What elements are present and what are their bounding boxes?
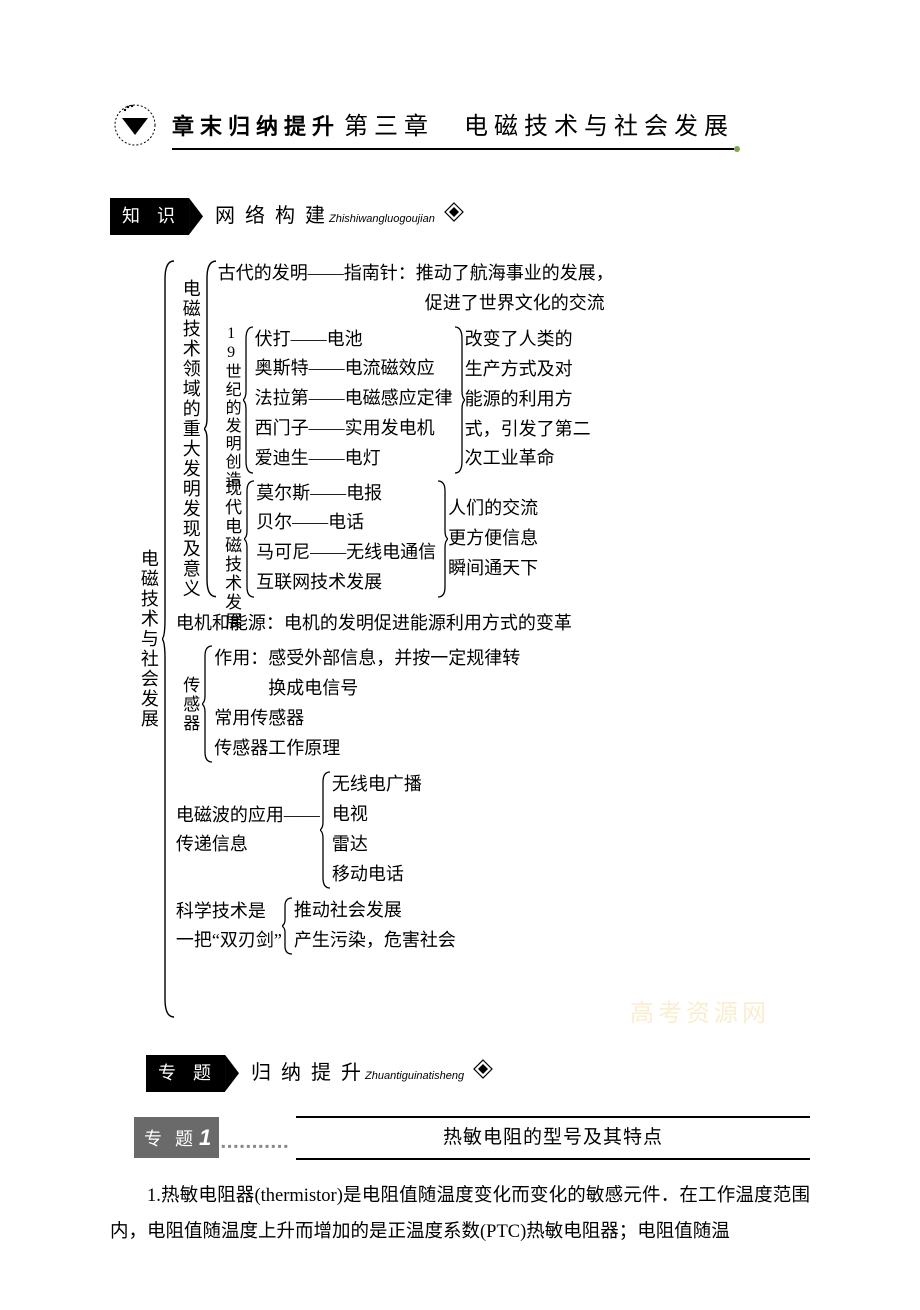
de-head2: 一把“双刃剑” — [176, 926, 282, 956]
c19-right: 生产方式及对 — [465, 355, 591, 385]
modern-list: 莫尔斯——电报 贝尔——电话 马可尼——无线电通信 互联网技术发展 — [256, 479, 436, 599]
badge-pinyin-topic: Zhuantiguinatisheng — [365, 1070, 464, 1082]
emw-head: 电磁波的应用—— — [176, 801, 320, 831]
diamond-icon — [443, 201, 465, 232]
badge-pinyin: Zhishiwangluogoujian — [329, 213, 435, 225]
modern-effect: 人们的交流 更方便信息 瞬间通天下 — [448, 479, 538, 599]
n1-label: 电磁技术领域的重大发明发现及意义 — [176, 279, 204, 579]
c19-right: 改变了人类的 — [465, 325, 591, 355]
p1: 1.热敏电阻器(thermistor)是电阻值随温度变化而变化的敏感元件．在工作… — [110, 1178, 810, 1250]
badge-text-main: 网络构建 — [215, 205, 335, 227]
summary-arrow-icon — [110, 100, 160, 150]
ancient-line: 古代的发明——指南针：推动了航海事业的发展， — [218, 259, 614, 289]
modern-item: 马可尼——无线电通信 — [256, 538, 436, 568]
c19-label: 19世纪的发明创造 — [218, 325, 243, 475]
modern-label: 现代电磁技术发展 — [218, 479, 244, 599]
de-item: 产生污染，危害社会 — [294, 926, 456, 956]
c19-item: 法拉第——电磁感应定律 — [255, 384, 453, 414]
c19-item: 西门子——实用发电机 — [255, 414, 453, 444]
modern-item: 贝尔——电话 — [256, 508, 436, 538]
badge-text-topic-main: 归纳提升 — [251, 1062, 371, 1084]
c19-item: 伏打——电池 — [255, 325, 453, 355]
emw-head2: 传递信息 — [176, 830, 320, 860]
de-head1: 科学技术是 — [176, 897, 282, 927]
modern-item: 莫尔斯——电报 — [256, 479, 436, 509]
sensor-a2: 常用传感器 — [214, 704, 520, 734]
knowledge-section-badge: 知 识 网络构建Zhishiwangluogoujian — [110, 198, 810, 235]
motor-energy: 电机和能源：电机的发明促进能源利用方式的变革 — [176, 609, 614, 639]
modern-right: 瞬间通天下 — [448, 554, 538, 584]
sensor-a1b: 换成电信号 — [214, 674, 520, 704]
topic-1-bar: 专 题 1 ▪▪▪▪▪▪▪▪▪▪▪ 热敏电阻的型号及其特点 — [134, 1116, 810, 1160]
sensor-a3: 传感器工作原理 — [214, 734, 520, 764]
sensor-a1: 作用：感受外部信息，并按一定规律转 — [214, 644, 520, 674]
modern-right: 更方便信息 — [448, 524, 538, 554]
topic-section-badge: 专 题 归纳提升Zhuantiguinatisheng — [146, 1055, 810, 1092]
body-paragraph: 1.热敏电阻器(thermistor)是电阻值随温度变化而变化的敏感元件．在工作… — [110, 1178, 810, 1250]
c19-right: 式，引发了第二 — [465, 415, 591, 445]
topic-1-box: 专 题 1 — [134, 1117, 219, 1158]
modern-right: 人们的交流 — [448, 494, 538, 524]
badge-text-topic: 归纳提升Zhuantiguinatisheng — [251, 1057, 464, 1089]
de-item: 推动社会发展 — [294, 896, 456, 926]
c19-right: 能源的利用方 — [465, 385, 591, 415]
tree-root: 电磁技术与社会发展 — [134, 549, 162, 729]
knowledge-tree: 电磁技术与社会发展 电磁技术领域的重大发明发现及意义 古代的发明——指南针：推动… — [134, 259, 810, 1019]
c19-item: 奥斯特——电流磁效应 — [255, 354, 453, 384]
c19-list: 伏打——电池 奥斯特——电流磁效应 法拉第——电磁感应定律 西门子——实用发电机… — [255, 325, 453, 475]
emw-item: 移动电话 — [332, 860, 422, 890]
chapter-header: 章末归纳提升 第三章 电磁技术与社会发展 — [110, 100, 810, 150]
sensor-label: 传感器 — [176, 676, 202, 733]
diamond-icon — [472, 1058, 494, 1089]
emw-item: 无线电广播 — [332, 770, 422, 800]
c19-effect: 改变了人类的 生产方式及对 能源的利用方 式，引发了第二 次工业革命 — [465, 325, 591, 475]
c19-right: 次工业革命 — [465, 444, 591, 474]
modern-item: 互联网技术发展 — [256, 568, 436, 598]
badge-knowledge: 知 识 — [110, 198, 189, 235]
badge-text: 网络构建Zhishiwangluogoujian — [215, 200, 435, 232]
ancient-line2: 促进了世界文化的交流 — [218, 289, 614, 319]
dots-icon: ▪▪▪▪▪▪▪▪▪▪▪ — [221, 1137, 290, 1160]
chapter-name: 第三章 电磁技术与社会发展 — [344, 108, 734, 146]
badge-topic: 专 题 — [146, 1055, 225, 1092]
topic-box-label: 专 题 — [144, 1125, 197, 1154]
emw-item: 电视 — [332, 800, 422, 830]
c19-item: 爱迪生——电灯 — [255, 444, 453, 474]
topic-1-title: 热敏电阻的型号及其特点 — [296, 1116, 810, 1160]
topic-number: 1 — [199, 1120, 215, 1155]
summary-label: 章末归纳提升 — [172, 109, 340, 144]
emw-item: 雷达 — [332, 830, 422, 860]
